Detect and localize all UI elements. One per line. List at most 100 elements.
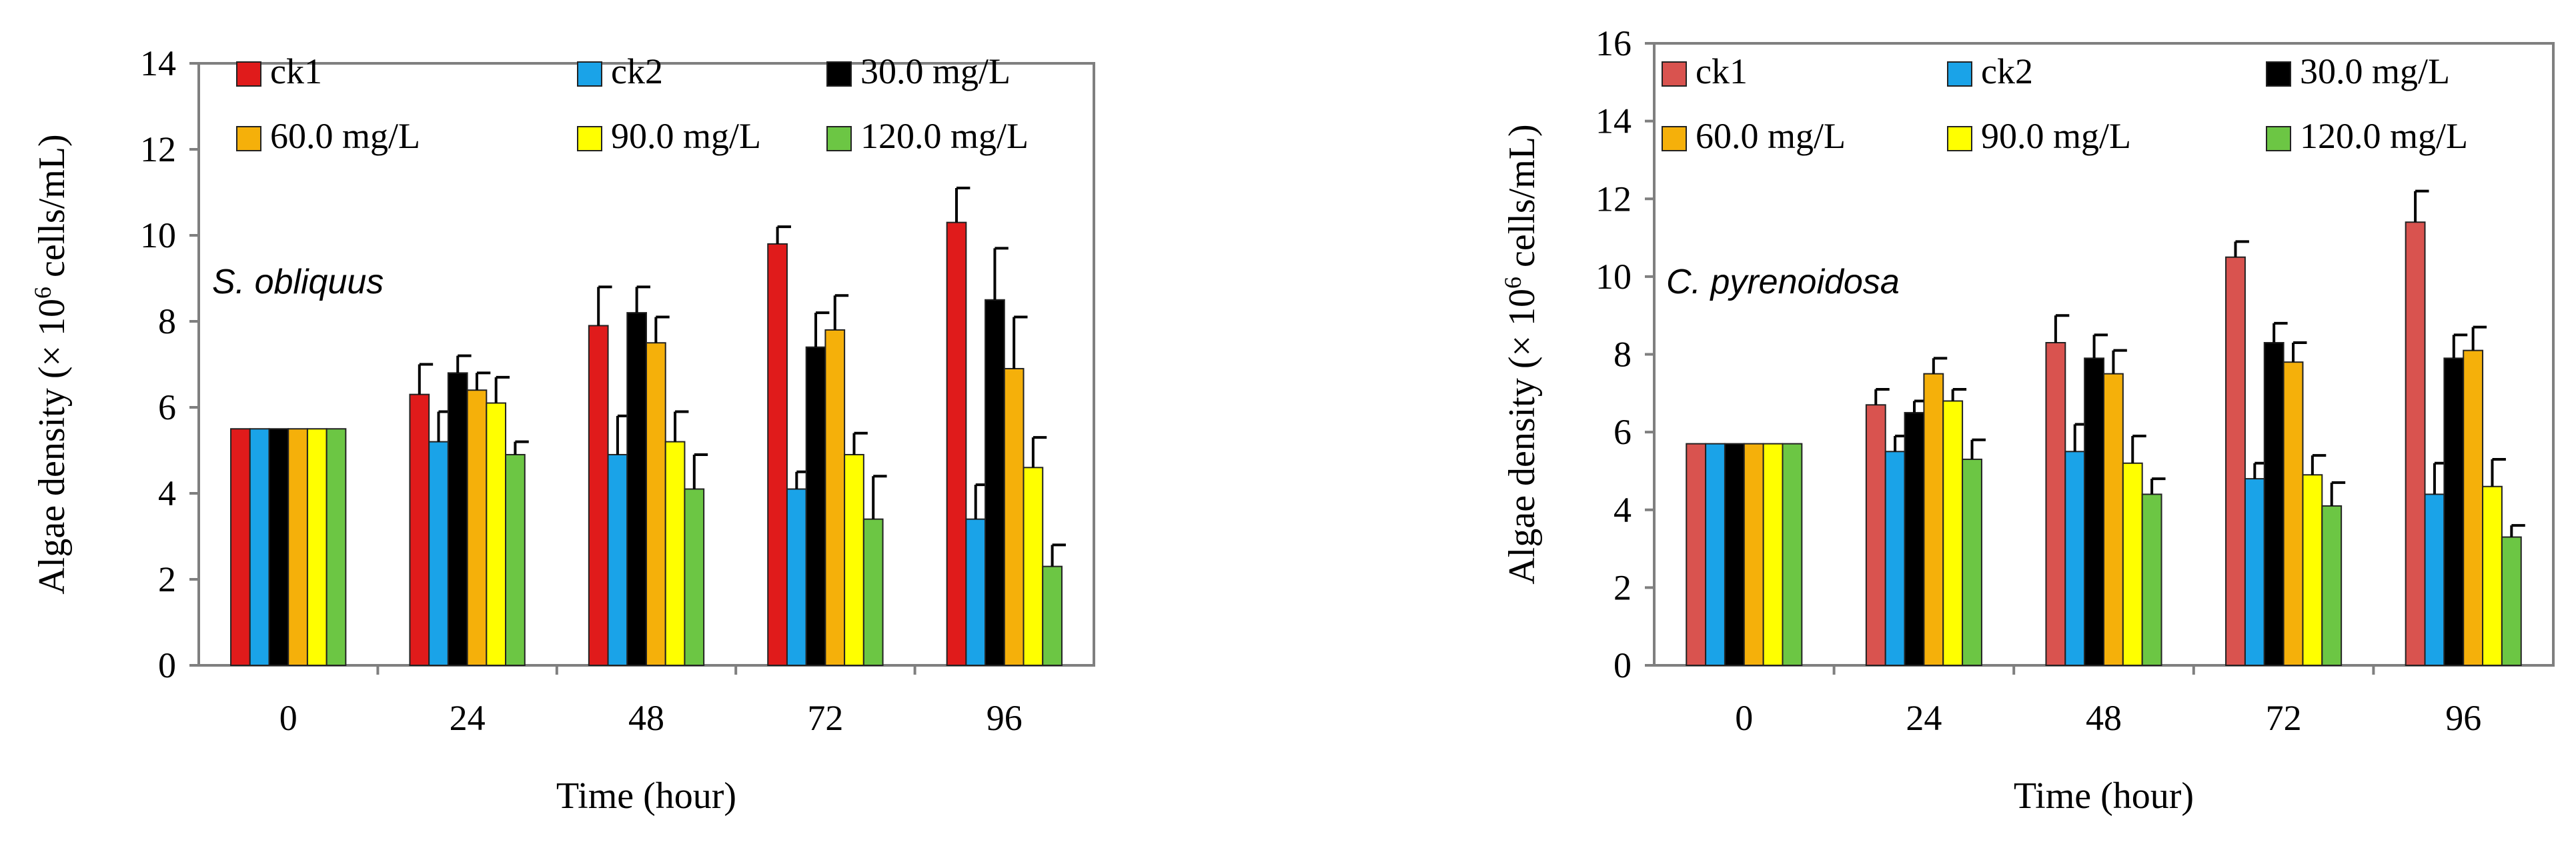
legend-label: ck2 (1981, 51, 2033, 91)
y-tick-label: 8 (1614, 335, 1632, 375)
bar (626, 312, 647, 667)
legend-label: 60.0 mg/L (270, 116, 420, 156)
legend-swatch (236, 61, 261, 87)
bar (1782, 443, 1803, 667)
bar (249, 428, 270, 666)
y-tick-label: 12 (140, 129, 176, 169)
x-tick-label: 0 (1735, 698, 1753, 738)
x-tick-label: 48 (628, 698, 664, 738)
bar (1743, 443, 1764, 667)
bar (607, 453, 628, 666)
legend-label: 120.0 mg/L (860, 116, 1029, 156)
legend-swatch (1947, 61, 1972, 87)
bar (965, 518, 987, 667)
bar (2045, 342, 2066, 666)
bar (2103, 373, 2124, 666)
y-tick-label: 0 (1614, 645, 1632, 685)
x-axis-label: Time (hour) (2014, 775, 2194, 817)
legend-swatch (2266, 61, 2291, 87)
y-tick-label: 4 (1614, 490, 1632, 530)
bar (1904, 411, 1925, 666)
legend-label: 120.0 mg/L (2300, 116, 2468, 156)
bar (486, 402, 507, 666)
bar (1724, 443, 1745, 667)
bar (1686, 443, 1707, 667)
bar (2084, 357, 2105, 666)
bar (985, 299, 1005, 666)
bar (1042, 565, 1063, 667)
x-tick-label: 0 (279, 698, 297, 738)
bar (2064, 451, 2086, 666)
bar (2141, 493, 2162, 666)
bar (230, 428, 251, 666)
bar (287, 428, 308, 666)
bar (1865, 404, 1886, 667)
y-tick-label: 14 (1595, 101, 1632, 141)
bar (2283, 361, 2304, 666)
x-tick-label: 48 (2086, 698, 2122, 738)
bar (2263, 342, 2285, 666)
legend-label: 60.0 mg/L (1696, 116, 1846, 156)
bar (767, 243, 788, 666)
legend-label: 90.0 mg/L (1981, 116, 2131, 156)
y-axis-label: Algae density (× 106 cells/mL) (29, 134, 73, 594)
bar (505, 453, 526, 666)
bar (1942, 400, 1964, 666)
bar (2501, 536, 2522, 666)
legend-label: ck1 (270, 51, 322, 91)
legend-label: ck2 (611, 51, 663, 91)
bar (2405, 221, 2426, 666)
x-tick-label: 72 (2266, 698, 2302, 738)
legend-label: 30.0 mg/L (2300, 51, 2450, 91)
bar (428, 441, 449, 666)
bar (844, 453, 864, 666)
bar (862, 518, 884, 667)
x-tick-label: 72 (807, 698, 843, 738)
legend-swatch (826, 126, 852, 151)
bar (1705, 443, 1726, 667)
bar (588, 325, 609, 666)
bar (2482, 485, 2503, 666)
bar (447, 372, 468, 667)
legend-swatch (1662, 126, 1687, 151)
bar (1962, 458, 1982, 666)
legend-label: 90.0 mg/L (611, 116, 761, 156)
bar (2302, 474, 2323, 666)
y-tick-label: 6 (1614, 412, 1632, 452)
y-tick-label: 10 (1595, 257, 1632, 297)
bar (786, 488, 807, 666)
y-tick-label: 10 (140, 215, 176, 255)
y-tick-label: 2 (1614, 567, 1632, 607)
bar (1023, 467, 1044, 666)
bar (409, 393, 430, 667)
y-tick-label: 8 (158, 301, 176, 341)
bar (805, 346, 826, 666)
bar (684, 488, 705, 666)
x-axis-label: Time (hour) (556, 775, 736, 817)
bar (466, 389, 488, 666)
bar (2443, 357, 2465, 666)
bar (1884, 451, 1906, 666)
y-axis-label: Algae density (× 106 cells/mL) (1499, 124, 1543, 584)
y-tick-label: 2 (158, 559, 176, 599)
legend-swatch (826, 61, 852, 87)
bar (1003, 367, 1025, 666)
legend-label: 30.0 mg/L (860, 51, 1011, 91)
bar (946, 221, 967, 666)
bar (2321, 505, 2343, 667)
bar (1762, 443, 1784, 667)
bar (1923, 373, 1944, 666)
bar (2122, 462, 2143, 667)
bar (2424, 493, 2445, 666)
species-annotation: C. pyrenoidosa (1666, 263, 1900, 301)
x-tick-label: 24 (450, 698, 486, 738)
legend-swatch (2266, 126, 2291, 151)
legend-swatch (577, 61, 602, 87)
bar (2463, 349, 2484, 666)
bar (306, 428, 328, 666)
bar (2225, 256, 2246, 666)
x-tick-label: 24 (1906, 698, 1942, 738)
